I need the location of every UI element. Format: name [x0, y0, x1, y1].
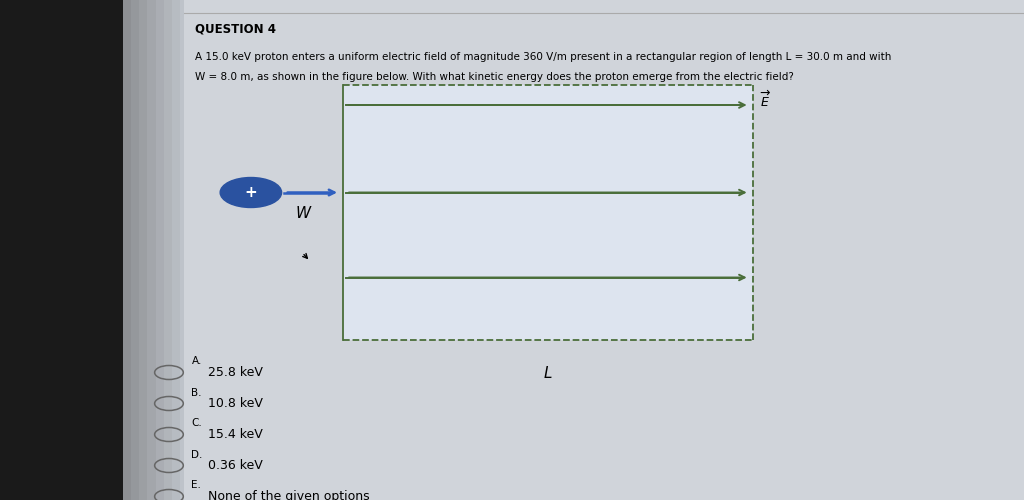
Bar — [123, 0, 131, 500]
Text: A 15.0 keV proton enters a uniform electric field of magnitude 360 V/m present i: A 15.0 keV proton enters a uniform elect… — [195, 52, 891, 62]
Text: $L$: $L$ — [543, 365, 553, 381]
Text: 25.8 keV: 25.8 keV — [208, 366, 263, 379]
Text: B.: B. — [191, 388, 202, 398]
Text: 0.36 keV: 0.36 keV — [208, 459, 262, 472]
Bar — [139, 0, 147, 500]
Bar — [172, 0, 180, 500]
Text: QUESTION 4: QUESTION 4 — [195, 22, 275, 36]
Bar — [184, 0, 1024, 500]
Bar — [343, 85, 753, 340]
Text: A.: A. — [191, 356, 202, 366]
Text: None of the given options: None of the given options — [208, 490, 370, 500]
Bar — [147, 0, 156, 500]
Text: C.: C. — [191, 418, 202, 428]
Bar — [156, 0, 164, 500]
Text: 10.8 keV: 10.8 keV — [208, 397, 263, 410]
Bar — [164, 0, 172, 500]
Text: $W$: $W$ — [295, 204, 312, 220]
Text: +: + — [245, 185, 257, 200]
Text: D.: D. — [191, 450, 203, 460]
Bar — [0, 0, 123, 500]
Bar — [180, 0, 188, 500]
Text: 15.4 keV: 15.4 keV — [208, 428, 262, 441]
Text: W = 8.0 m, as shown in the figure below. With what kinetic energy does the proto: W = 8.0 m, as shown in the figure below.… — [195, 72, 794, 83]
Text: $\overrightarrow{E}$: $\overrightarrow{E}$ — [760, 90, 771, 110]
Text: E.: E. — [191, 480, 202, 490]
Circle shape — [220, 178, 282, 208]
Bar — [131, 0, 139, 500]
